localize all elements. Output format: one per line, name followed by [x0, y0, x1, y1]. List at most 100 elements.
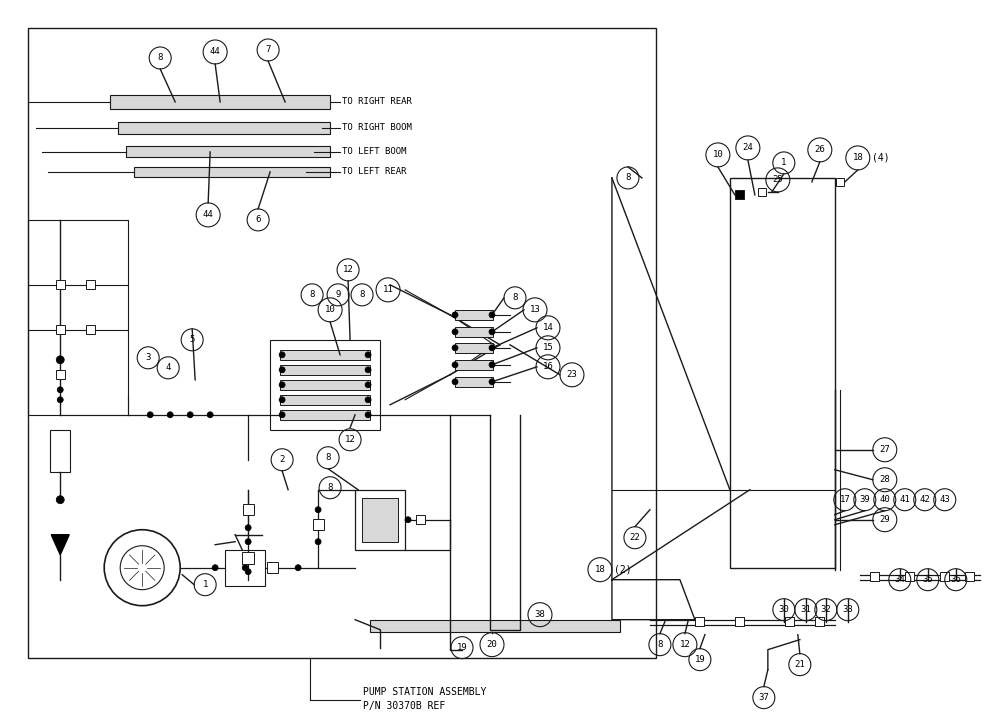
- Text: 24: 24: [742, 143, 753, 152]
- Text: 16: 16: [543, 362, 553, 371]
- Circle shape: [279, 412, 285, 418]
- Bar: [455, 327, 493, 337]
- Text: 3: 3: [146, 353, 151, 362]
- Bar: [455, 342, 493, 353]
- Circle shape: [245, 569, 251, 575]
- Text: 12: 12: [680, 640, 690, 649]
- Text: 27: 27: [879, 445, 890, 454]
- Bar: [126, 147, 330, 157]
- Circle shape: [56, 496, 64, 503]
- Text: 38: 38: [535, 610, 545, 619]
- Text: 30: 30: [778, 605, 789, 614]
- Bar: [370, 619, 620, 632]
- Text: 8: 8: [657, 640, 663, 649]
- Bar: [870, 572, 879, 581]
- Bar: [455, 360, 493, 370]
- Text: 39: 39: [859, 496, 870, 504]
- Text: 12: 12: [343, 266, 353, 274]
- Text: 5: 5: [189, 335, 195, 345]
- Text: 11: 11: [383, 286, 393, 294]
- Text: 12: 12: [345, 435, 355, 444]
- Bar: [362, 498, 398, 542]
- Bar: [836, 178, 844, 186]
- Text: 6: 6: [255, 216, 261, 224]
- Text: 20: 20: [487, 640, 497, 649]
- Text: TO LEFT BOOM: TO LEFT BOOM: [342, 147, 407, 157]
- Bar: [730, 178, 835, 567]
- Text: 15: 15: [543, 343, 553, 352]
- Bar: [695, 617, 704, 626]
- Bar: [280, 365, 370, 375]
- Bar: [56, 325, 65, 335]
- Text: 26: 26: [814, 145, 825, 155]
- Text: 8: 8: [625, 174, 631, 182]
- Bar: [242, 552, 254, 564]
- Text: 7: 7: [265, 46, 271, 55]
- Circle shape: [489, 329, 495, 335]
- Text: 36: 36: [950, 575, 961, 584]
- Bar: [785, 617, 794, 626]
- Bar: [56, 370, 65, 379]
- Bar: [455, 310, 493, 320]
- Circle shape: [452, 345, 458, 351]
- Circle shape: [405, 517, 411, 523]
- Text: 43: 43: [939, 496, 950, 504]
- Bar: [313, 519, 324, 530]
- Bar: [965, 572, 974, 581]
- Circle shape: [279, 352, 285, 358]
- Text: P/N 30370B REF: P/N 30370B REF: [363, 701, 445, 711]
- Text: 22: 22: [630, 533, 640, 543]
- Text: (2): (2): [614, 565, 632, 575]
- Text: 35: 35: [922, 575, 933, 584]
- Text: (4): (4): [872, 153, 889, 163]
- Text: 44: 44: [203, 210, 214, 219]
- Circle shape: [57, 397, 63, 403]
- Circle shape: [295, 565, 301, 571]
- Bar: [28, 28, 656, 658]
- Bar: [455, 377, 493, 387]
- Circle shape: [365, 397, 371, 403]
- Text: 19: 19: [695, 655, 705, 664]
- Bar: [735, 617, 744, 626]
- Bar: [243, 504, 254, 515]
- Bar: [280, 379, 370, 389]
- Text: 10: 10: [325, 305, 335, 314]
- Circle shape: [207, 412, 213, 418]
- Text: 8: 8: [157, 53, 163, 63]
- Text: 9: 9: [335, 290, 341, 299]
- Text: 1: 1: [202, 580, 208, 590]
- Circle shape: [147, 412, 153, 418]
- Text: 21: 21: [794, 660, 805, 669]
- Text: 25: 25: [772, 175, 783, 184]
- Bar: [86, 325, 95, 335]
- Text: 32: 32: [820, 605, 831, 614]
- Text: 40: 40: [879, 496, 890, 504]
- Circle shape: [57, 387, 63, 393]
- Bar: [758, 188, 766, 196]
- Text: 28: 28: [879, 475, 890, 484]
- Text: TO LEFT REAR: TO LEFT REAR: [342, 167, 407, 177]
- Circle shape: [212, 565, 218, 571]
- Text: 42: 42: [919, 496, 930, 504]
- Text: 31: 31: [800, 605, 811, 614]
- Text: 13: 13: [530, 305, 540, 314]
- Text: 1: 1: [781, 158, 787, 167]
- Text: 14: 14: [543, 323, 553, 333]
- Text: 2: 2: [279, 455, 285, 464]
- Text: 8: 8: [325, 454, 331, 462]
- Circle shape: [315, 507, 321, 513]
- Text: 44: 44: [210, 48, 221, 56]
- Bar: [280, 394, 370, 405]
- Circle shape: [452, 329, 458, 335]
- Polygon shape: [51, 535, 69, 555]
- Text: 23: 23: [567, 370, 577, 379]
- Bar: [815, 617, 824, 626]
- Text: 8: 8: [512, 293, 518, 303]
- Text: 29: 29: [879, 515, 890, 524]
- Circle shape: [489, 379, 495, 384]
- Bar: [940, 572, 949, 581]
- Text: 4: 4: [165, 363, 171, 372]
- Circle shape: [242, 565, 248, 571]
- Circle shape: [452, 312, 458, 318]
- Bar: [110, 95, 330, 109]
